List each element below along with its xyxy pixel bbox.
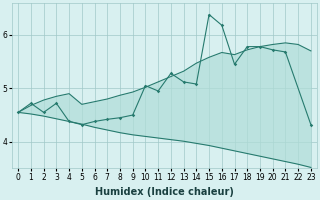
X-axis label: Humidex (Indice chaleur): Humidex (Indice chaleur) (95, 187, 234, 197)
